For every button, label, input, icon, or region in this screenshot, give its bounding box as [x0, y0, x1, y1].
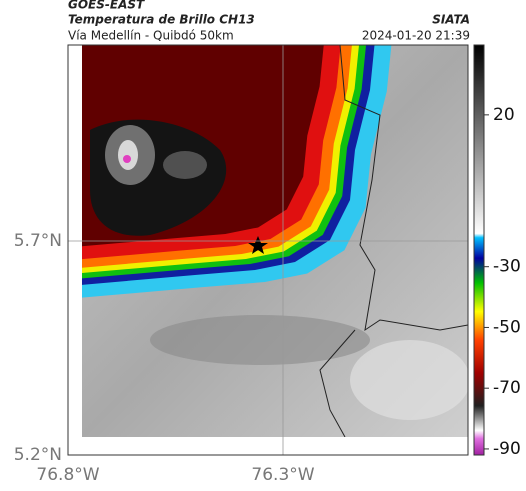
- timestamp: 2024-01-20 21:39: [362, 29, 470, 43]
- colorbar-tick-label: -30: [493, 257, 521, 277]
- agency: SIATA: [432, 13, 470, 27]
- colorbar-tick-label: -90: [493, 439, 521, 459]
- colorbar-tick-label: -70: [493, 378, 521, 398]
- lat-label: 5.2°N: [14, 445, 62, 465]
- satellite-image: [82, 45, 468, 437]
- lon-label: 76.3°W: [251, 465, 314, 485]
- title: Temperatura de Brillo CH13: [68, 13, 255, 27]
- subtitle: Vía Medellín - Quibdó 50km: [68, 29, 234, 43]
- lat-label: 5.7°N: [14, 231, 62, 251]
- lon-label: 76.8°W: [36, 465, 99, 485]
- colorbar-tick-label: 20: [493, 105, 515, 125]
- source: GOES-EAST: [68, 0, 145, 12]
- colorbar-tick-label: -50: [493, 317, 521, 337]
- colorbar: [473, 44, 485, 456]
- map-frame: [67, 44, 469, 456]
